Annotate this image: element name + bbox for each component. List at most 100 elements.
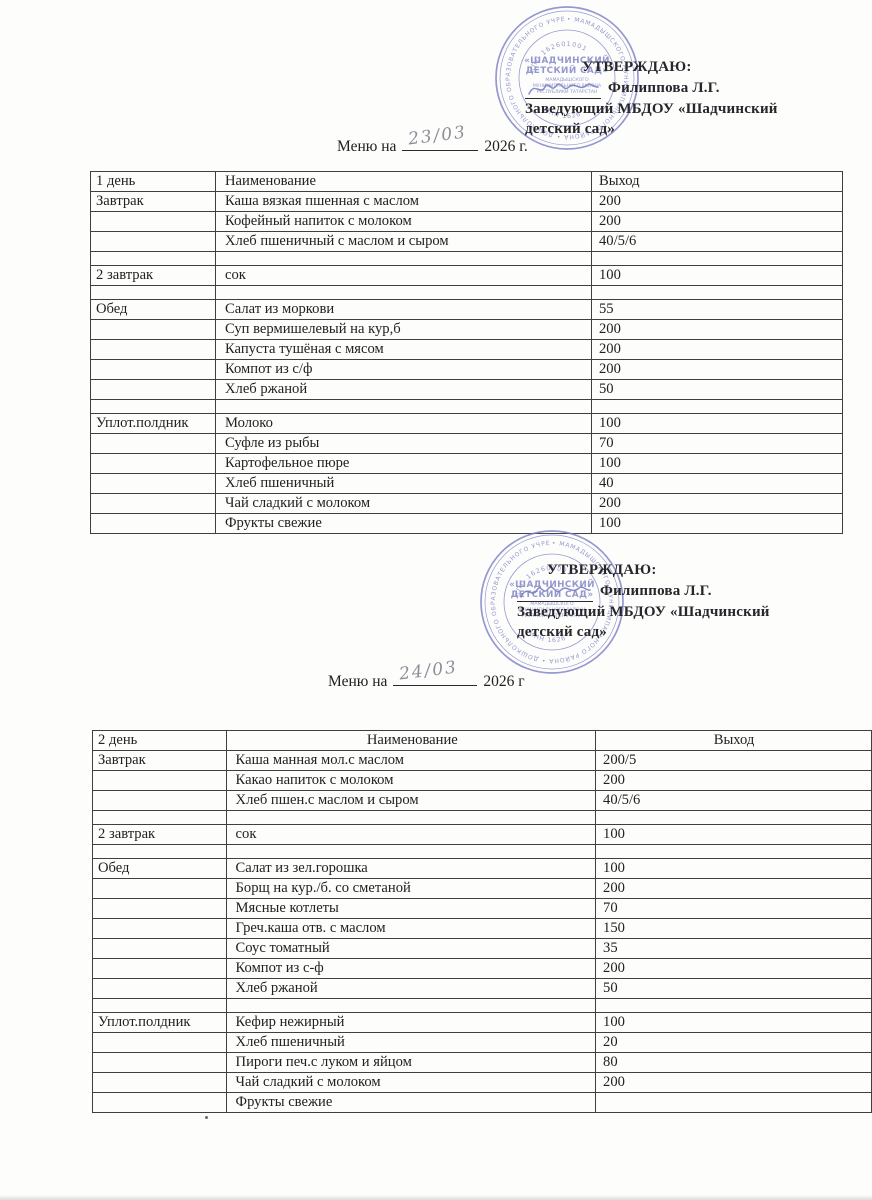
table-cell: 200 [595,878,872,899]
table-row: Компот из с/ф 200 [90,359,843,380]
table-row: Завтрак Каша вязкая пшенная с маслом 200 [90,191,843,212]
table-header-cell: Наименование [225,730,597,751]
table-cell: Соус томатный [225,938,597,959]
approver-position-2: детский сад» [517,624,607,640]
table-cell: Салат из зел.горошка [225,858,597,879]
table-cell [595,844,872,859]
table-row: 2 завтрак сок 100 [92,824,872,845]
table-row: Какао напиток с молоком 200 [92,770,872,791]
svg-text:РЕСПУБЛИКИ ТАТАРСТАН: РЕСПУБЛИКИ ТАТАРСТАН [522,613,583,619]
table-cell: Кефир нежирный [225,1012,597,1033]
date-blank-line: 23/03 [402,122,479,151]
table-row: Фрукты свежие 100 [90,513,843,534]
table-cell: 2 завтрак [92,824,227,845]
table-cell: 100 [591,265,843,286]
table-cell [225,810,597,825]
table-cell: Хлеб ржаной [225,978,597,999]
table-cell [92,810,227,825]
approval-title: УТВЕРЖДАЮ: [547,562,657,578]
table-cell [90,433,216,454]
approval-block-2: УТВЕРЖДАЮ: Филиппова Л.Г. Заведующий МБД… [517,560,770,643]
svg-text:«ШАДЧИНСКИЙ: «ШАДЧИНСКИЙ [524,54,610,66]
scan-artifact-dot [205,1116,208,1119]
table-cell: Кофейный напиток с молоком [215,211,592,232]
table-cell: 200 [595,958,872,979]
table-row: Соус томатный 35 [92,938,872,959]
table-cell: 200 [591,211,843,232]
signature-row: Филиппова Л.Г. [517,581,770,602]
table-cell: 100 [595,1012,872,1033]
table-cell [92,770,227,791]
table-cell: 200 [591,319,843,340]
menu-date-line-2: Меню на 24/03 2026 г [328,657,525,691]
official-round-stamp: • МАМАДЫШСКОГО МУНИЦИПАЛЬНОГО РАЙОНА • Д… [488,0,642,153]
table-cell [90,285,216,300]
table-cell: 70 [595,898,872,919]
table-cell: Салат из моркови [215,299,592,320]
table-cell: 150 [595,918,872,939]
svg-text:МУНИЦИПАЛЬНОГО РАЙОНА: МУНИЦИПАЛЬНОГО РАЙОНА [518,606,587,613]
table-cell [90,399,216,414]
table-cell: 200/5 [595,750,872,771]
table-cell: Хлеб пшен.с маслом и сыром [225,790,597,811]
table-cell: Каша вязкая пшенная с маслом [215,191,592,212]
table-cell [90,319,216,340]
table-cell: сок [225,824,597,845]
table-cell: Чай сладкий с молоком [225,1072,597,1093]
table-cell [92,918,227,939]
date-suffix: 2026 г. [484,138,528,155]
table-cell [92,1072,227,1093]
table-cell: 2 завтрак [90,265,216,286]
table-cell [215,251,592,266]
table-cell [92,978,227,999]
handwritten-date: 23/03 [407,122,469,150]
table-cell [90,211,216,232]
table-row: Хлеб пшен.с маслом и сыром 40/5/6 [92,790,872,811]
table-row [92,810,872,825]
table-header-cell: 2 день [92,730,227,751]
approver-name: Филиппова Л.Г. [608,80,720,96]
menu-table-day1: 1 день Наименование Выход Завтрак Каша вязка… [90,171,843,534]
table-cell: 100 [591,453,843,474]
table-row [90,285,843,300]
handwritten-date: 24/03 [398,657,460,685]
table-row [90,251,843,266]
table-cell: 20 [595,1032,872,1053]
table-cell: Уплот.полдник [92,1012,227,1033]
official-round-stamp-2: • МАМАДЫШСКОГО МУНИЦИПАЛЬНОГО РАЙОНА • Д… [473,522,627,677]
table-header-row: 1 день Наименование Выход [90,171,843,192]
table-cell: Компот из с-ф [225,958,597,979]
table-row: Картофельное пюре 100 [90,453,843,474]
table-row: Борщ на кур./б. со сметаной 200 [92,878,872,899]
table-cell: Каша манная мол.с маслом [225,750,597,771]
table-row: Компот из с-ф 200 [92,958,872,979]
svg-text:«ШАДЧИНСКИЙ: «ШАДЧИНСКИЙ [509,578,595,590]
table-cell [90,473,216,494]
table-cell: Завтрак [90,191,216,212]
svg-text:МАМАДЫШСКОГО: МАМАДЫШСКОГО [530,601,574,607]
table-cell: Греч.каша отв. с маслом [225,918,597,939]
table-cell: 35 [595,938,872,959]
table-row: Хлеб ржаной 50 [90,379,843,400]
table-row [92,998,872,1013]
table-cell [92,790,227,811]
table-cell: Суфле из рыбы [215,433,592,454]
table-cell [92,938,227,959]
approval-block: УТВЕРЖДАЮ: Филиппова Л.Г. Заведующий МБД… [525,57,778,140]
menu-table-day2: 2 день Наименование Выход Завтрак Каша манна… [92,730,872,1113]
table-cell: 50 [595,978,872,999]
approver-position: Заведующий МБДОУ «Шадчинский [517,603,770,620]
table-cell: Обед [90,299,216,320]
table-cell: Молоко [215,413,592,434]
table-cell [225,998,597,1013]
approval-title: УТВЕРЖДАЮ: [582,59,692,75]
table-cell [215,285,592,300]
table-row: Суп вермишелевый на кур,б 200 [90,319,843,340]
table-cell: Завтрак [92,750,227,771]
table-header-cell: Выход [591,171,843,192]
table-row: Хлеб пшеничный 40 [90,473,843,494]
table-header-cell: 1 день [90,171,216,192]
table-cell: Борщ на кур./б. со сметаной [225,878,597,899]
table-cell [595,810,872,825]
